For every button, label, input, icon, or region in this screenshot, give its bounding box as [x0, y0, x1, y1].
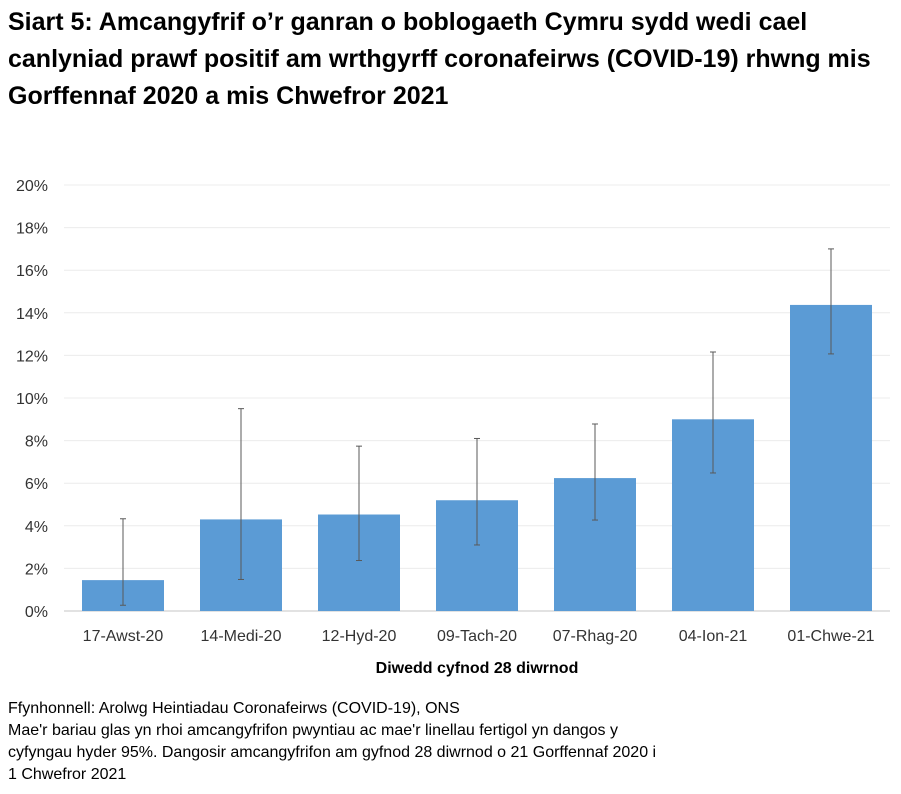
y-tick-label: 12%: [16, 348, 48, 365]
note-line: Mae'r bariau glas yn rhoi amcangyfrifon …: [8, 722, 618, 739]
note-line: cyfyngau hyder 95%. Dangosir amcangyfrif…: [8, 744, 657, 761]
x-axis-title: Diwedd cyfnod 28 diwrnod: [376, 660, 579, 677]
source-note: Ffynhonnell: Arolwg Heintiadau Coronafei…: [8, 700, 460, 717]
chart-notes: Ffynhonnell: Arolwg Heintiadau Coronafei…: [8, 698, 768, 786]
y-tick-label: 4%: [25, 519, 48, 536]
x-tick-label: 04-Ion-21: [679, 628, 748, 645]
x-tick-label: 17-Awst-20: [83, 628, 164, 645]
x-tick-label: 01-Chwe-21: [787, 628, 874, 645]
y-tick-label: 6%: [25, 476, 48, 493]
x-tick-label: 12-Hyd-20: [322, 628, 397, 645]
y-tick-label: 10%: [16, 391, 48, 408]
y-tick-label: 0%: [25, 604, 48, 621]
y-tick-label: 14%: [16, 306, 48, 323]
x-tick-label: 14-Medi-20: [201, 628, 282, 645]
y-tick-label: 8%: [25, 434, 48, 451]
bar: [790, 304, 872, 611]
x-tick-label: 09-Tach-20: [437, 628, 517, 645]
x-tick-label: 07-Rhag-20: [553, 628, 638, 645]
note-line: 1 Chwefror 2021: [8, 766, 127, 783]
y-tick-label: 18%: [16, 221, 48, 238]
y-tick-label: 2%: [25, 561, 48, 578]
y-tick-label: 20%: [16, 178, 48, 195]
y-tick-label: 16%: [16, 263, 48, 280]
chart-title: Siart 5: Amcangyfrif o’r ganran o boblog…: [8, 8, 871, 110]
